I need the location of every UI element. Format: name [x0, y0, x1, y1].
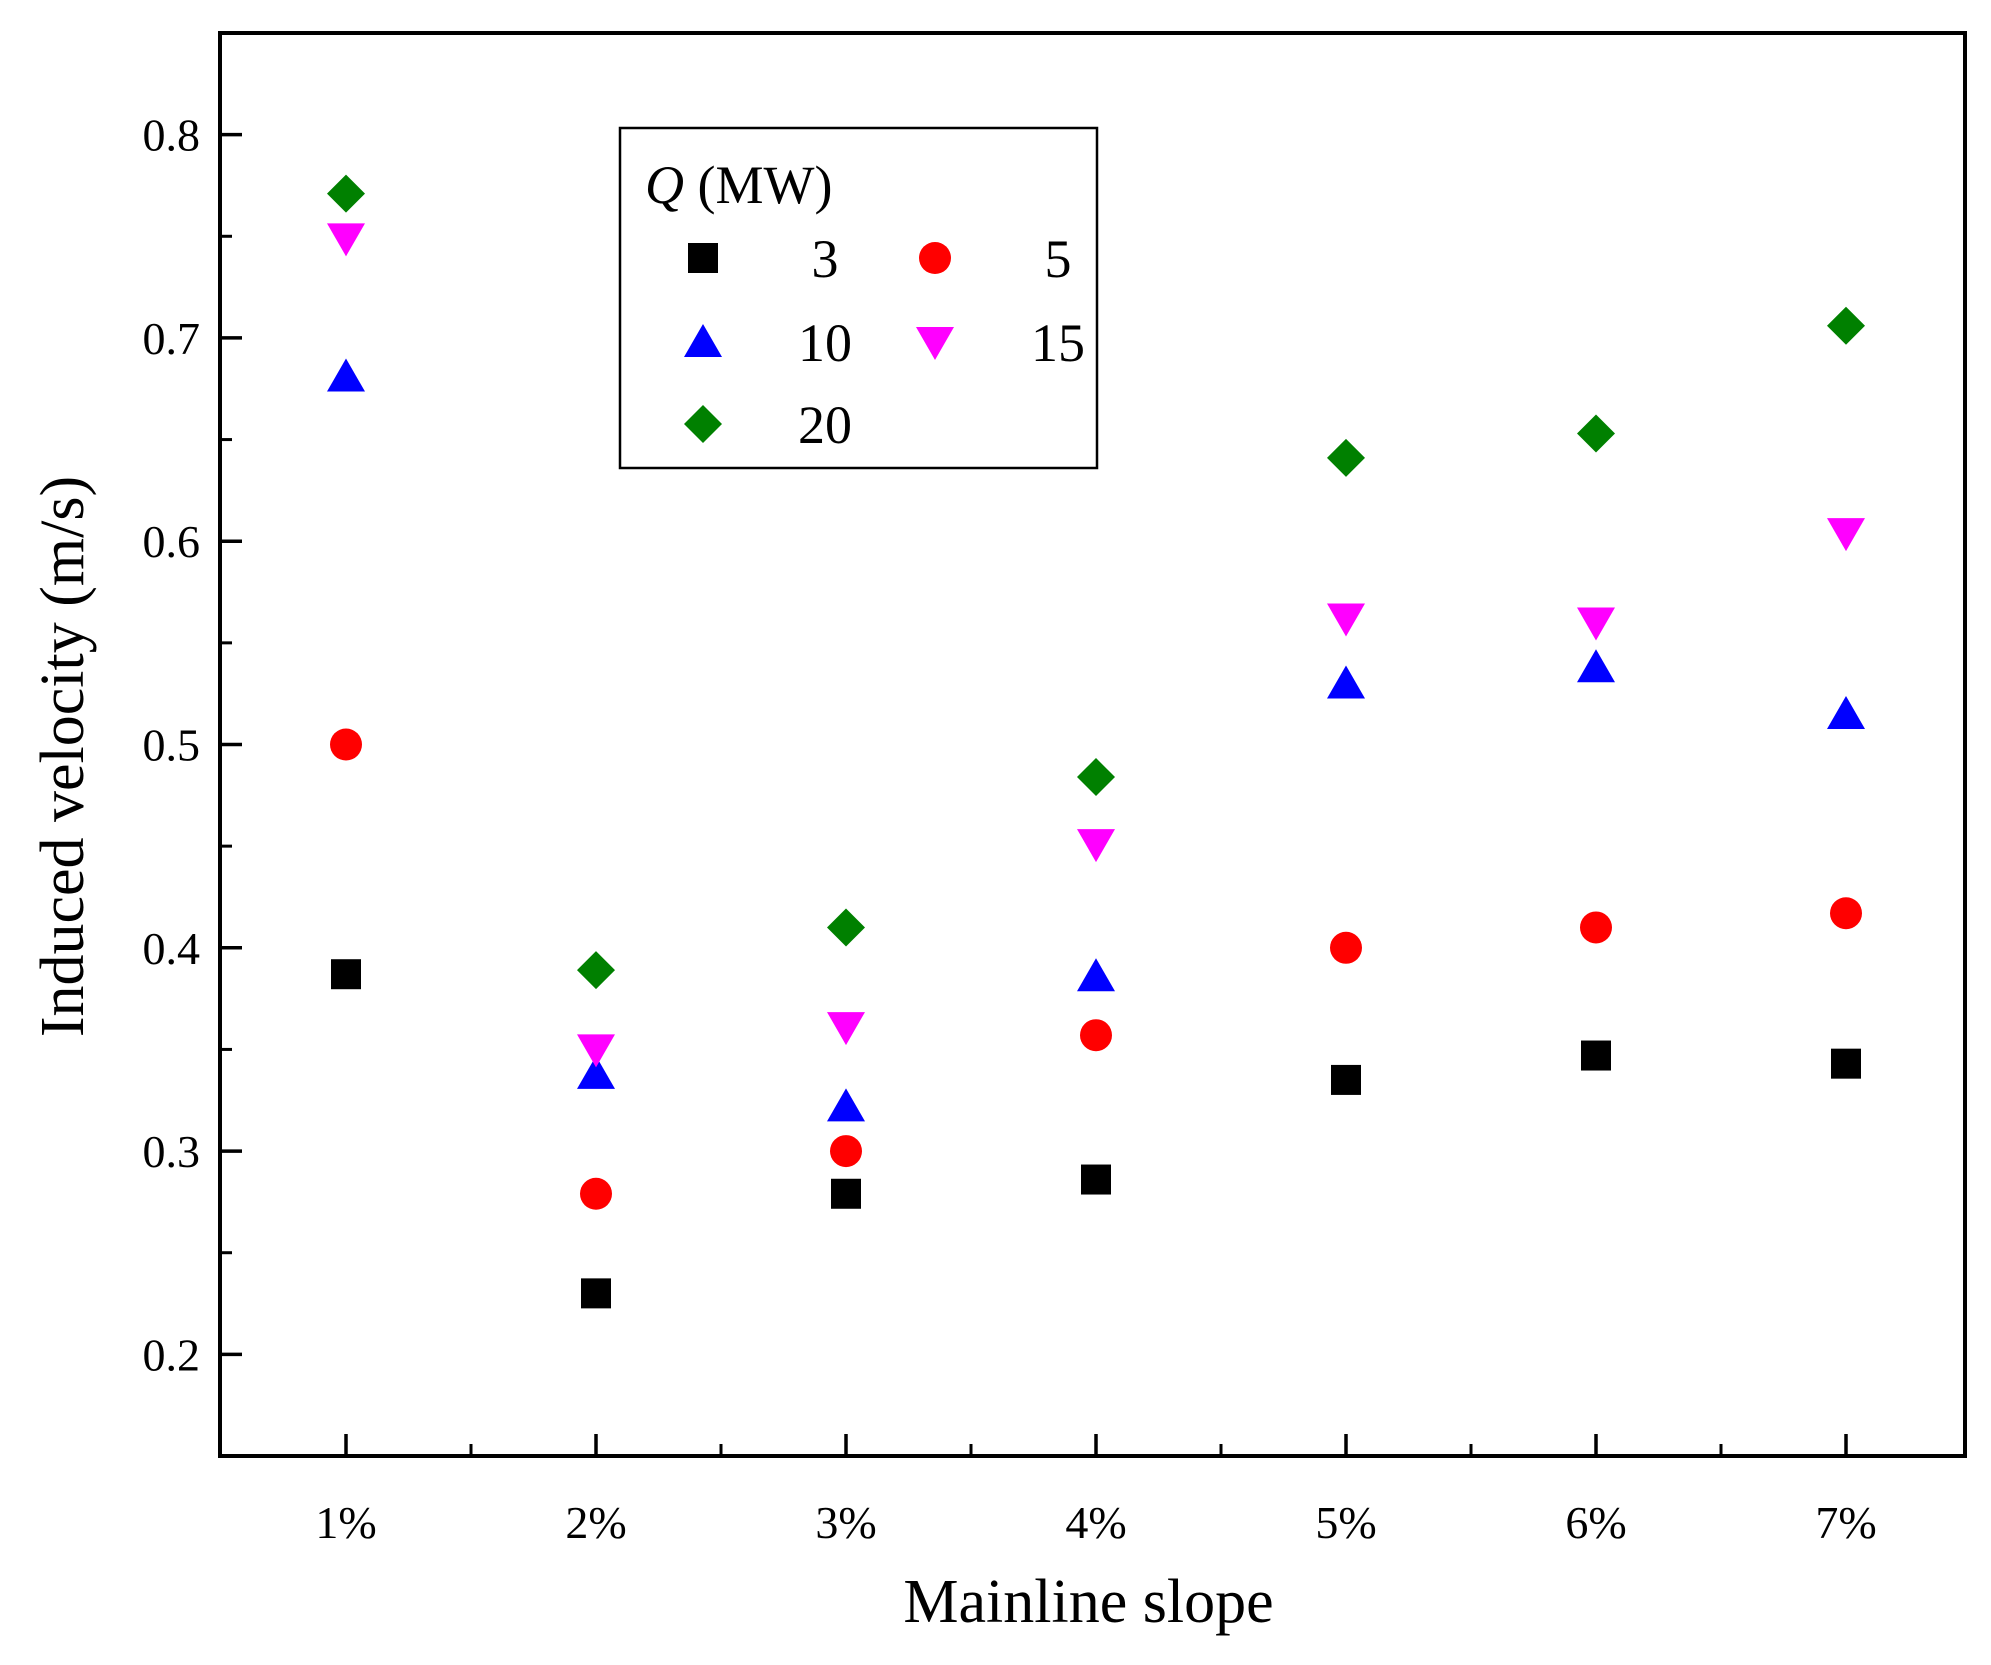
legend-label-q20: 20 [798, 395, 852, 455]
legend-marker-q15 [916, 327, 954, 360]
data-point-q10 [827, 1088, 865, 1122]
data-point-q10 [1577, 649, 1615, 683]
data-markers [327, 174, 1865, 1309]
data-point-q5 [1830, 897, 1862, 930]
y-tick-label: 0.3 [143, 1126, 201, 1177]
y-tick-label: 0.8 [143, 110, 201, 161]
data-point-q10 [577, 1055, 615, 1089]
legend-label-q3: 3 [812, 229, 839, 289]
legend-label-q5: 5 [1045, 229, 1072, 289]
x-tick-label: 7% [1815, 1497, 1876, 1548]
data-point-q5 [1080, 1019, 1112, 1052]
y-tick-label: 0.7 [143, 313, 201, 364]
data-point-q10 [327, 358, 365, 392]
data-point-q5 [830, 1135, 862, 1168]
legend-marker-q3 [688, 243, 718, 273]
data-point-q10 [1827, 696, 1865, 730]
data-point-q5 [1330, 931, 1362, 964]
data-point-q20 [577, 951, 615, 990]
data-point-q5 [580, 1177, 612, 1210]
data-point-q15 [827, 1012, 865, 1046]
legend-label-q10: 10 [798, 313, 852, 373]
data-point-q5 [330, 728, 362, 761]
data-point-q20 [327, 174, 365, 213]
y-tick-label: 0.4 [143, 923, 201, 974]
data-point-q3 [1581, 1040, 1611, 1071]
data-point-q20 [1077, 758, 1115, 797]
data-point-q3 [581, 1278, 611, 1309]
y-tick-label: 0.5 [143, 720, 201, 771]
legend-marker-q5 [919, 242, 951, 274]
x-tick-label: 2% [565, 1497, 626, 1548]
x-tick-label: 1% [315, 1497, 376, 1548]
x-tick-label: 5% [1315, 1497, 1376, 1548]
data-point-q10 [1327, 665, 1365, 699]
y-tick-label: 0.6 [143, 516, 201, 567]
data-point-q15 [1827, 518, 1865, 552]
data-point-q20 [1827, 306, 1865, 345]
x-tick-label: 3% [815, 1497, 876, 1548]
data-point-q15 [1577, 607, 1615, 641]
legend-label-q15: 15 [1031, 313, 1085, 373]
axes: 0.2 0.3 0.4 0.5 0.6 0.7 0.8 1% 2% 3% 4% 5% 6% 7% Mainl… [29, 31, 1967, 1636]
x-tick-label: 6% [1565, 1497, 1626, 1548]
data-point-q20 [1327, 438, 1365, 477]
data-point-q10 [1077, 958, 1115, 992]
data-point-q3 [831, 1178, 861, 1209]
data-point-q5 [1580, 911, 1612, 944]
data-point-q3 [1831, 1048, 1861, 1079]
data-point-q15 [1077, 829, 1115, 863]
legend-title: Q (MW) [645, 155, 832, 215]
data-point-q20 [827, 908, 865, 947]
data-point-q15 [1327, 603, 1365, 637]
legend-marker-q20 [684, 405, 722, 443]
data-point-q3 [331, 959, 361, 990]
legend: Q (MW) 3 5 10 15 20 [618, 126, 1099, 470]
x-tick-label: 4% [1065, 1497, 1126, 1548]
y-axis-title: Induced velocity (m/s) [29, 476, 97, 1037]
data-point-q3 [1331, 1064, 1361, 1095]
x-axis-title: Mainline slope [903, 1568, 1273, 1636]
data-point-q15 [577, 1034, 615, 1068]
data-point-q3 [1081, 1164, 1111, 1195]
legend-marker-q10 [684, 324, 722, 357]
data-point-q20 [1577, 414, 1615, 453]
y-tick-label: 0.2 [143, 1329, 201, 1380]
data-point-q15 [327, 223, 365, 257]
